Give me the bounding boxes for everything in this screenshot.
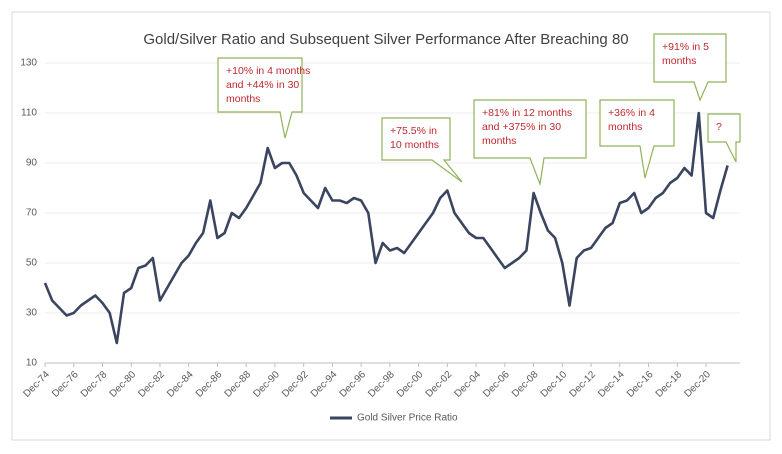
callout-text: +81% in 12 months xyxy=(482,107,572,119)
callout-box xyxy=(217,57,303,139)
chart-frame xyxy=(11,11,771,441)
callout: ? xyxy=(707,113,741,163)
callout-box xyxy=(473,99,587,187)
callout-text: months xyxy=(226,93,260,105)
callout-text: and +44% in 30 xyxy=(226,79,299,91)
callout: +75.5% in 10 months xyxy=(381,117,463,183)
y-tick-label: 110 xyxy=(21,108,37,119)
chart-title: Gold/Silver Ratio and Subsequent Silver … xyxy=(143,31,628,48)
callout: +36% in 4 months xyxy=(599,99,675,179)
callout-text: 10 months xyxy=(390,139,439,151)
y-tick-label: 90 xyxy=(26,158,38,169)
callout-text: +10% in 4 months xyxy=(226,65,310,77)
callout-text: months xyxy=(482,135,516,147)
legend-label: Gold Silver Price Ratio xyxy=(357,413,458,424)
y-tick-label: 70 xyxy=(26,208,38,219)
callout-box xyxy=(599,99,675,179)
callout-text: months xyxy=(662,55,696,67)
callout-text: +91% in 5 xyxy=(662,41,709,53)
y-tick-label: 30 xyxy=(26,308,38,319)
callout: +81% in 12 months and +375% in 30 months xyxy=(473,99,587,187)
y-tick-label: 130 xyxy=(20,58,37,69)
callout-box xyxy=(707,113,741,163)
callout-text: ? xyxy=(716,121,722,133)
callout-text: and +375% in 30 xyxy=(482,121,561,133)
callout: +91% in 5 months xyxy=(653,33,727,102)
callout-text: +75.5% in xyxy=(390,125,437,137)
y-tick-label: 10 xyxy=(26,358,38,369)
data-line xyxy=(43,111,729,345)
callout-box xyxy=(381,117,463,183)
callout: +10% in 4 months and +44% in 30 months xyxy=(217,57,310,139)
callout-text: +36% in 4 xyxy=(608,107,655,119)
y-tick-label: 50 xyxy=(26,258,38,269)
callout-box xyxy=(653,33,727,102)
callout-text: months xyxy=(608,121,642,133)
